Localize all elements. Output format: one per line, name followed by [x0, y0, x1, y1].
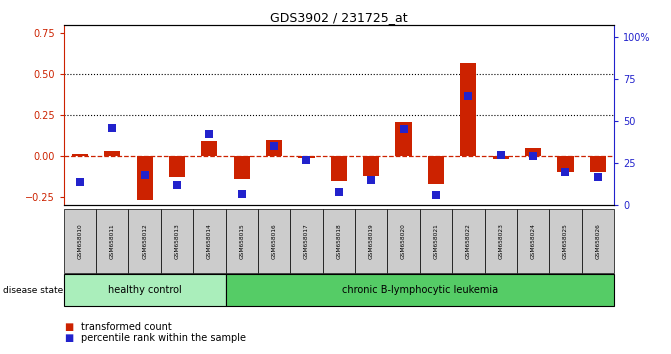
- Bar: [64, 209, 96, 273]
- Bar: [72, 154, 88, 156]
- Bar: [590, 156, 606, 172]
- Bar: [550, 209, 582, 273]
- Text: GSM658021: GSM658021: [433, 223, 438, 258]
- Text: ■: ■: [64, 322, 73, 332]
- Bar: [137, 156, 153, 200]
- Bar: [395, 122, 412, 156]
- Bar: [517, 209, 550, 273]
- Bar: [169, 156, 185, 177]
- Text: GSM658017: GSM658017: [304, 223, 309, 258]
- Bar: [363, 156, 379, 176]
- Point: [463, 93, 474, 98]
- Bar: [96, 209, 128, 273]
- Bar: [64, 274, 225, 306]
- Text: GSM658024: GSM658024: [531, 223, 535, 259]
- Bar: [484, 209, 517, 273]
- Point: [140, 172, 150, 178]
- Text: disease state: disease state: [3, 286, 64, 295]
- Bar: [387, 209, 420, 273]
- Text: GSM658020: GSM658020: [401, 223, 406, 259]
- Text: GSM658013: GSM658013: [174, 223, 180, 258]
- Text: ■: ■: [64, 333, 73, 343]
- Bar: [525, 148, 541, 156]
- Point: [560, 169, 571, 175]
- Point: [204, 132, 215, 137]
- Bar: [201, 141, 217, 156]
- Bar: [558, 156, 574, 172]
- Text: GSM658019: GSM658019: [369, 223, 374, 258]
- Bar: [225, 209, 258, 273]
- Point: [301, 157, 312, 162]
- Text: GSM658018: GSM658018: [336, 223, 342, 258]
- Text: transformed count: transformed count: [81, 322, 171, 332]
- Bar: [582, 209, 614, 273]
- Text: healthy control: healthy control: [108, 285, 182, 295]
- Text: chronic B-lymphocytic leukemia: chronic B-lymphocytic leukemia: [342, 285, 498, 295]
- Point: [269, 143, 280, 149]
- Point: [366, 177, 376, 183]
- Point: [172, 182, 183, 188]
- Bar: [266, 140, 282, 156]
- Text: GSM658026: GSM658026: [595, 223, 601, 258]
- Point: [431, 192, 442, 198]
- Bar: [161, 209, 193, 273]
- Text: GSM658016: GSM658016: [272, 223, 276, 258]
- Bar: [104, 151, 120, 156]
- Bar: [331, 156, 347, 181]
- Text: GSM658010: GSM658010: [77, 223, 83, 258]
- Title: GDS3902 / 231725_at: GDS3902 / 231725_at: [270, 11, 408, 24]
- Bar: [420, 209, 452, 273]
- Text: GSM658015: GSM658015: [240, 223, 244, 258]
- Point: [527, 154, 538, 159]
- Text: GSM658014: GSM658014: [207, 223, 212, 258]
- Text: GSM658011: GSM658011: [110, 223, 115, 258]
- Bar: [258, 209, 291, 273]
- Bar: [452, 209, 484, 273]
- Bar: [291, 209, 323, 273]
- Bar: [234, 156, 250, 179]
- Bar: [323, 209, 355, 273]
- Point: [333, 189, 344, 195]
- Bar: [428, 156, 444, 184]
- Text: GSM658012: GSM658012: [142, 223, 147, 258]
- Point: [107, 125, 117, 131]
- Bar: [128, 209, 161, 273]
- Point: [495, 152, 506, 158]
- Text: percentile rank within the sample: percentile rank within the sample: [81, 333, 246, 343]
- Text: GSM658023: GSM658023: [498, 223, 503, 259]
- Text: GSM658025: GSM658025: [563, 223, 568, 259]
- Bar: [299, 156, 315, 158]
- Point: [592, 174, 603, 179]
- Bar: [460, 63, 476, 156]
- Bar: [225, 274, 614, 306]
- Bar: [355, 209, 387, 273]
- Point: [236, 191, 247, 196]
- Text: GSM658022: GSM658022: [466, 223, 471, 259]
- Bar: [493, 156, 509, 159]
- Bar: [193, 209, 225, 273]
- Point: [74, 179, 85, 184]
- Point: [398, 127, 409, 132]
